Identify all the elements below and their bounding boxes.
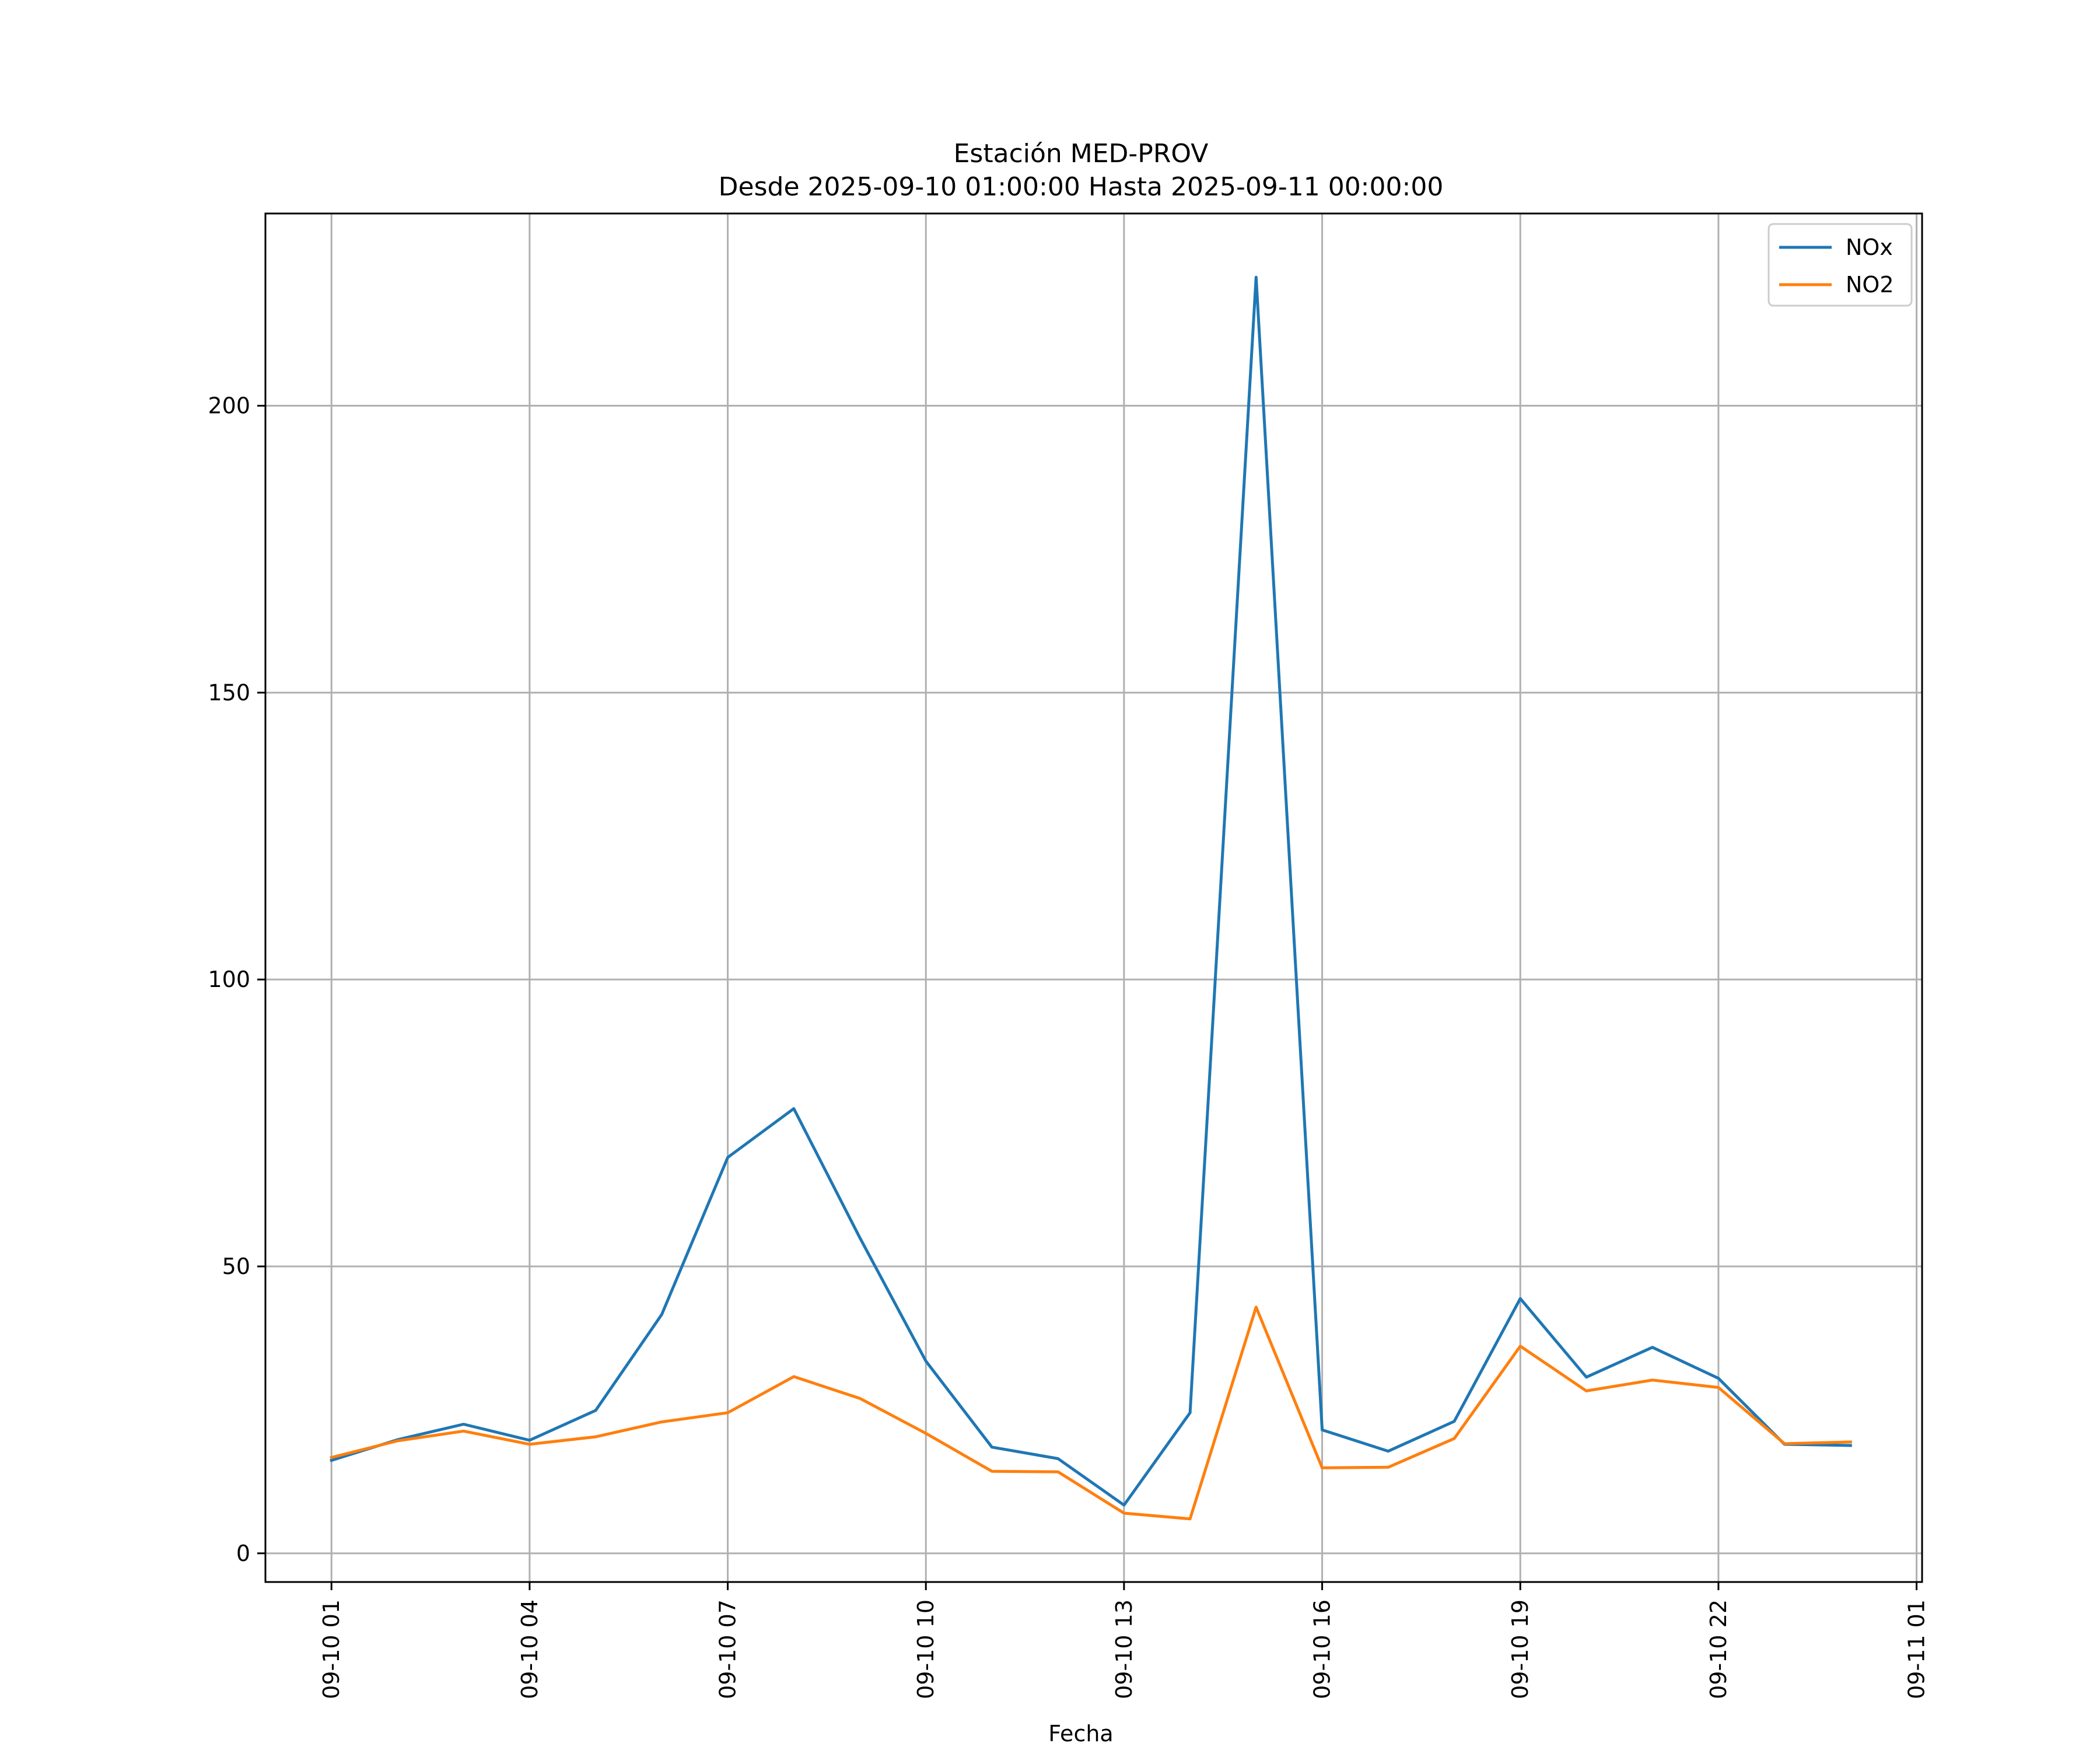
x-tick-label: 09-10 04 <box>517 1600 542 1699</box>
x-tick-label: 09-10 01 <box>318 1600 344 1699</box>
y-tick-label: 150 <box>208 680 250 705</box>
x-tick-label: 09-10 19 <box>1507 1600 1533 1699</box>
series-line-no2 <box>330 1306 1852 1521</box>
legend-label-nox: NOx <box>1846 235 1893 260</box>
x-axis-ticks: 09-10 01 09-10 04 09-10 07 09-10 10 09-10 13… <box>318 1582 1930 1699</box>
y-tick-label: 0 <box>236 1541 250 1566</box>
x-tick-label: 09-10 16 <box>1310 1600 1335 1699</box>
x-tick-label: 09-10 13 <box>1111 1600 1137 1699</box>
legend-label-no2: NO2 <box>1846 272 1894 298</box>
x-axis-label: Fecha <box>1048 1721 1113 1746</box>
series-lines <box>330 275 1852 1521</box>
chart-title: Estación MED-PROV <box>954 139 1209 169</box>
legend: NOx NO2 <box>1768 223 1913 307</box>
chart-title-group: Estación MED-PROV Desde 2025-09-10 01:00… <box>719 139 1444 202</box>
grid <box>265 214 1922 1582</box>
x-tick-label: 09-10 07 <box>715 1600 741 1699</box>
plot-area-frame <box>264 212 1923 1583</box>
x-tick-label: 09-10 10 <box>913 1600 939 1699</box>
x-tick-label: 09-11 01 <box>1904 1600 1930 1699</box>
y-tick-label: 200 <box>208 393 250 419</box>
series-line-nox <box>330 275 1852 1507</box>
chart-subtitle: Desde 2025-09-10 01:00:00 Hasta 2025-09-… <box>719 172 1444 202</box>
y-axis-ticks: 0 50 100 150 200 <box>208 393 265 1566</box>
x-tick-label: 09-10 22 <box>1706 1600 1731 1699</box>
y-tick-label: 100 <box>208 967 250 992</box>
y-tick-label: 50 <box>222 1254 250 1279</box>
